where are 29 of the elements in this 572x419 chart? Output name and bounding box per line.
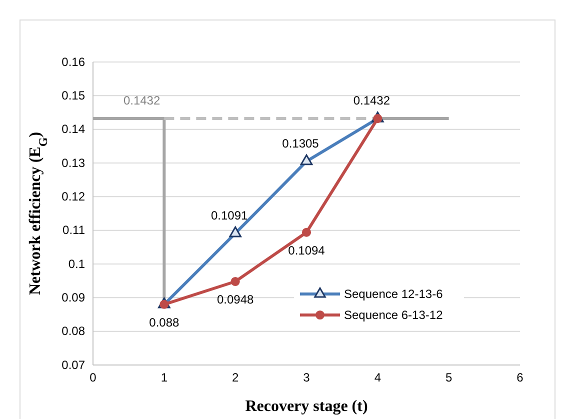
x-tick-label: 0 — [90, 370, 97, 385]
y-tick-label: 0.16 — [62, 54, 86, 69]
data-label: 0.1432 — [123, 94, 160, 108]
y-tick-label: 0.12 — [62, 190, 86, 204]
legend-label: Sequence 12-13-6 — [344, 287, 444, 301]
point — [230, 276, 240, 286]
x-tick-label: 1 — [160, 370, 168, 385]
x-tick-label: 4 — [374, 370, 382, 385]
x-tick-label: 2 — [232, 370, 239, 385]
data-label: 0.088 — [149, 315, 180, 330]
x-tick-label: 3 — [303, 370, 310, 385]
legend-label: Sequence 6-13-12 — [344, 308, 444, 322]
x-tick-label: 6 — [516, 370, 524, 385]
y-tick-label: 0.13 — [62, 156, 86, 170]
data-label: 0.1432 — [353, 94, 390, 108]
y-tick-label: 0.15 — [62, 88, 86, 103]
data-label: 0.1305 — [282, 136, 320, 150]
y-tick-label: 0.07 — [62, 358, 86, 372]
point — [302, 228, 312, 237]
x-axis-title: Recovery stage (t) — [245, 398, 368, 415]
y-tick-label: 0.11 — [62, 223, 86, 238]
y-tick-label: 0.1 — [68, 256, 86, 271]
y-tick-label: 0.14 — [62, 122, 86, 136]
data-label: 0.0948 — [216, 292, 254, 307]
data-label: 0.1091 — [210, 208, 248, 222]
y-tick-label: 0.08 — [62, 324, 86, 338]
data-label: 0.1094 — [288, 243, 326, 258]
y-tick-label: 0.09 — [62, 290, 86, 305]
x-tick-label: 5 — [445, 370, 452, 385]
